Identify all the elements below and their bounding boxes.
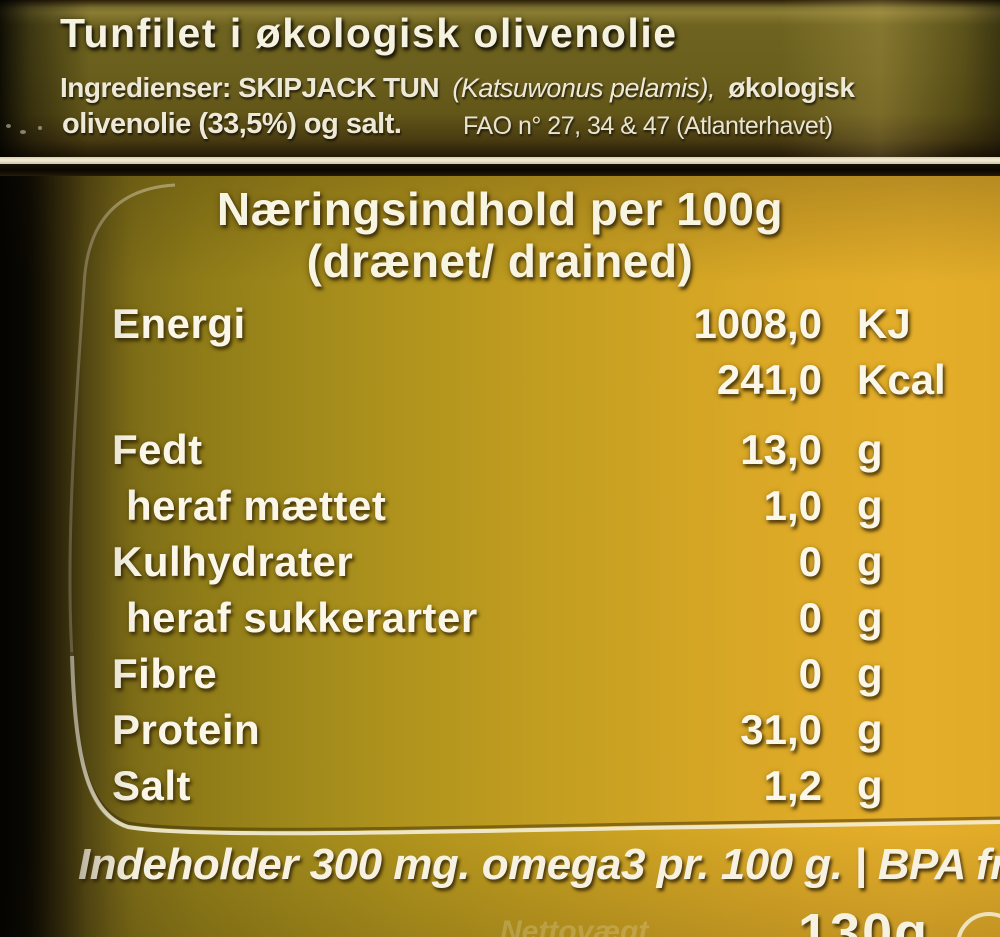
row-unit: g (857, 650, 883, 697)
nutrition-heading-line-2: (drænet/ drained) (306, 235, 694, 287)
row-label: Fibre (112, 650, 218, 697)
row-label: Protein (112, 706, 261, 753)
row-value: 241,0 (716, 356, 822, 403)
row-unit: KJ (857, 300, 911, 347)
row-value: 1,0 (763, 482, 822, 529)
row-label: heraf mættet (126, 482, 387, 529)
ingredients-latin-name: (Katsuwonus pelamis), (452, 73, 715, 103)
nutrition-heading-line-1: Næringsindhold per 100g (216, 183, 784, 235)
row-unit: g (857, 426, 883, 473)
row-unit: Kcal (857, 356, 946, 403)
row-label: Energi (112, 300, 246, 347)
ingredients-line-1: Ingredienser: SKIPJACK TUN (Katsuwonus p… (60, 72, 855, 104)
row-value: 1008,0 (693, 300, 822, 347)
omega3-bpa-note: Indeholder 300 mg. omega3 pr. 100 g. | B… (78, 840, 1000, 889)
row-value: 0 (798, 650, 822, 697)
nutrition-row-salt: Salt 1,2 g (112, 758, 960, 814)
row-unit: g (857, 538, 883, 585)
nutrition-row-carbohydrates: Kulhydrater 0 g (112, 534, 960, 590)
row-unit: g (857, 594, 883, 641)
nutrition-row-energy-kj: Energi 1008,0 KJ (112, 296, 960, 352)
nutrition-row-energy-kcal: 241,0 Kcal (112, 352, 960, 408)
top-band: Tunfilet i økologisk olivenolie Ingredie… (0, 0, 1000, 158)
print-speck (6, 124, 11, 128)
row-unit: g (857, 482, 883, 529)
fao-fishing-zone: FAO n° 27, 34 & 47 (Atlanterhavet) (463, 112, 833, 140)
row-label: Fedt (112, 426, 203, 473)
row-label: heraf sukkerarter (126, 594, 478, 641)
row-value: 1,2 (763, 762, 822, 809)
separator-black-stripe (0, 164, 1000, 176)
nutrition-table: Energi 1008,0 KJ 241,0 Kcal Fedt 13,0 g … (112, 296, 960, 814)
row-label: Salt (112, 762, 192, 809)
nutrition-row-saturated-fat: heraf mættet 1,0 g (112, 478, 960, 534)
row-unit: g (857, 706, 883, 753)
row-value: 0 (798, 538, 822, 585)
print-speck (38, 126, 42, 130)
certification-circle-partial (956, 912, 1000, 937)
print-speck (20, 130, 26, 134)
ingredients-organic: økologisk (728, 72, 855, 103)
net-weight-partial: 130g (798, 903, 930, 937)
row-unit: g (857, 762, 883, 809)
row-value: 13,0 (740, 426, 822, 473)
product-title: Tunfilet i økologisk olivenolie (60, 10, 678, 56)
row-label: Kulhydrater (112, 538, 354, 585)
net-weight-label-partial: Nettovægt (500, 915, 649, 937)
nutrition-row-protein: Protein 31,0 g (112, 702, 960, 758)
nutrition-row-fat: Fedt 13,0 g (112, 422, 960, 478)
row-value: 31,0 (740, 706, 822, 753)
nutrition-row-sugars: heraf sukkerarter 0 g (112, 590, 960, 646)
separator-white-line (0, 157, 1000, 164)
nutrition-panel: Næringsindhold per 100g (drænet/ drained… (0, 176, 1000, 937)
ingredients-line-2: olivenolie (33,5%) og salt. (62, 108, 402, 140)
nutrition-row-fibre: Fibre 0 g (112, 646, 960, 702)
row-value: 0 (798, 594, 822, 641)
ingredients-label: Ingredienser: SKIPJACK TUN (60, 72, 440, 103)
